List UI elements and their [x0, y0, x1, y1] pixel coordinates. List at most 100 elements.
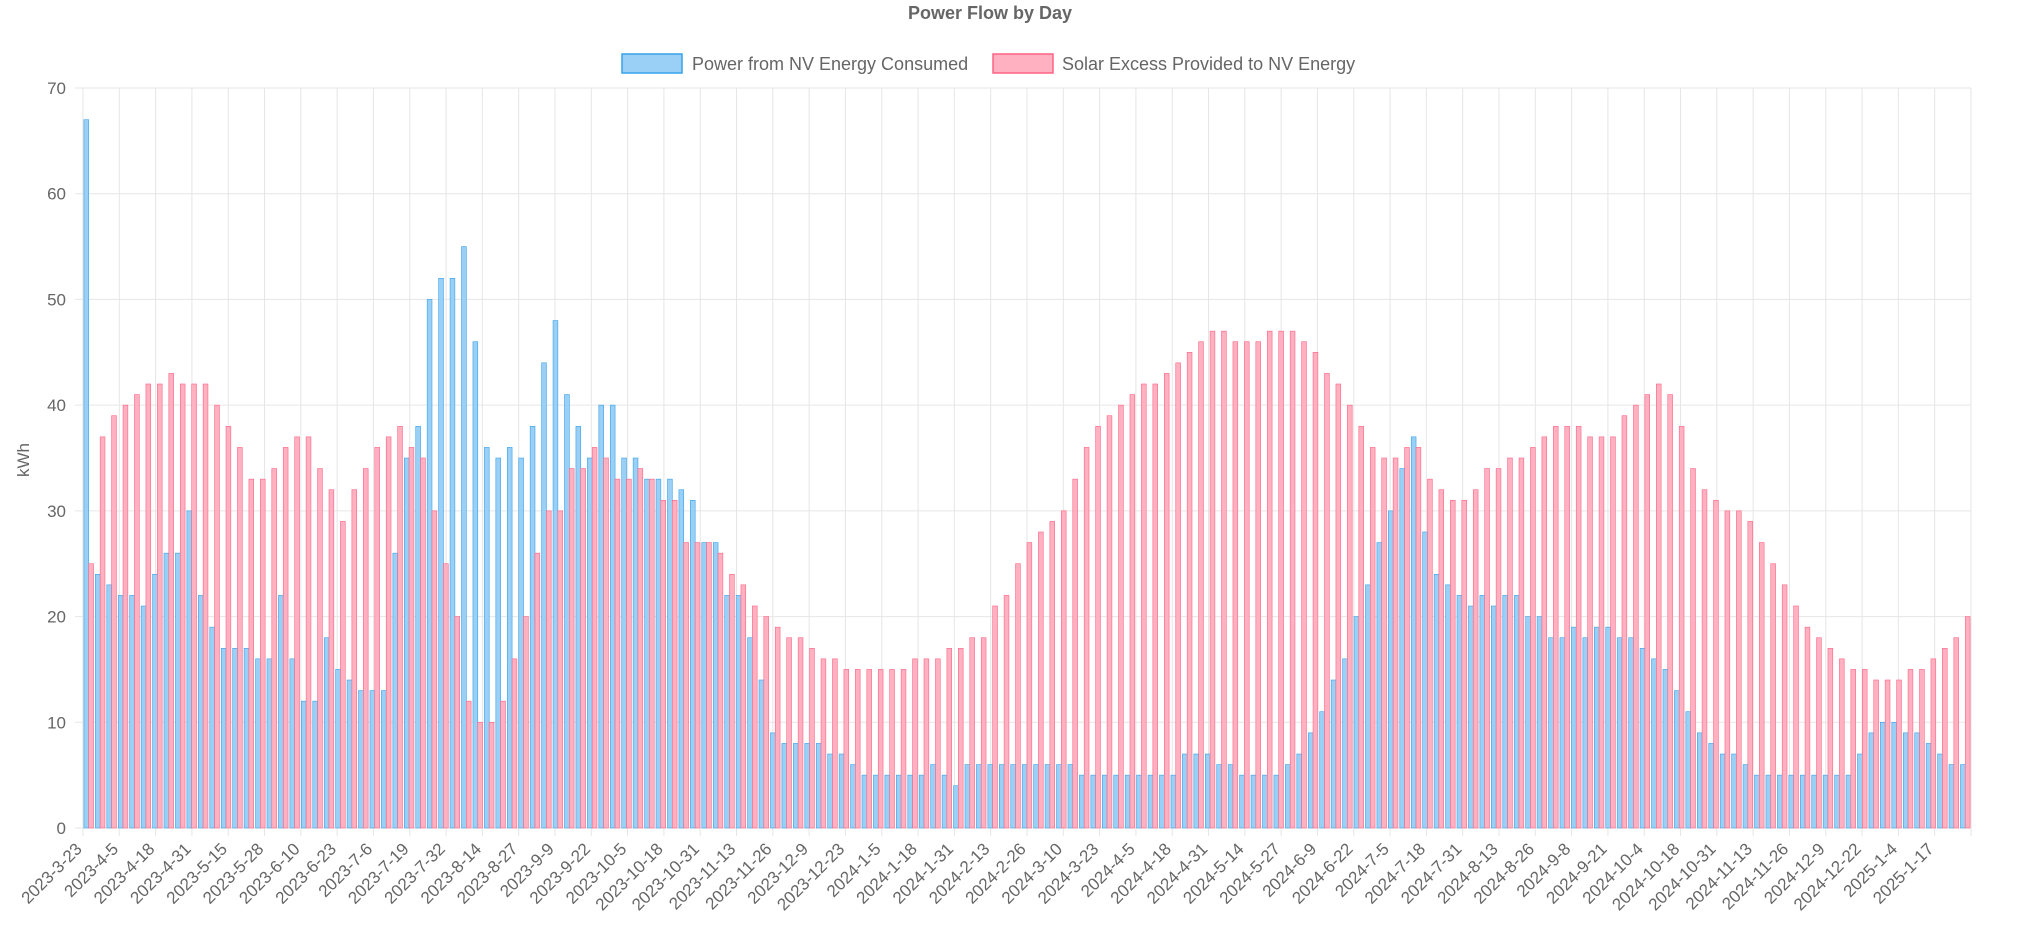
bar-consumed[interactable]: [232, 647, 238, 829]
bar-consumed[interactable]: [301, 700, 307, 829]
bar-solar-excess[interactable]: [1106, 415, 1113, 829]
bar-solar-excess[interactable]: [1942, 647, 1948, 829]
bar-solar-excess[interactable]: [1026, 542, 1033, 829]
bar-consumed[interactable]: [449, 277, 456, 829]
bar-consumed[interactable]: [667, 478, 673, 829]
bar-consumed[interactable]: [392, 552, 398, 829]
bar-solar-excess[interactable]: [740, 584, 747, 829]
bar-solar-excess[interactable]: [1598, 436, 1605, 829]
bar-consumed[interactable]: [209, 626, 215, 829]
bar-solar-excess[interactable]: [1232, 341, 1239, 829]
bar-solar-excess[interactable]: [1484, 468, 1490, 829]
bar-consumed[interactable]: [175, 552, 181, 829]
bar-solar-excess[interactable]: [1015, 563, 1021, 829]
bar-consumed[interactable]: [1136, 774, 1142, 829]
bar-solar-excess[interactable]: [157, 383, 163, 829]
bar-consumed[interactable]: [575, 425, 582, 829]
bar-consumed[interactable]: [1696, 732, 1703, 829]
bar-solar-excess[interactable]: [534, 552, 541, 829]
bar-solar-excess[interactable]: [88, 563, 94, 829]
bar-consumed[interactable]: [621, 457, 627, 829]
bar-solar-excess[interactable]: [1450, 499, 1456, 829]
bar-solar-excess[interactable]: [1358, 425, 1364, 829]
bar-solar-excess[interactable]: [1667, 394, 1673, 829]
bar-solar-excess[interactable]: [282, 447, 289, 829]
bar-consumed[interactable]: [323, 637, 330, 829]
bar-consumed[interactable]: [255, 658, 261, 829]
bar-consumed[interactable]: [163, 552, 170, 829]
bar-consumed[interactable]: [1731, 753, 1737, 829]
bar-solar-excess[interactable]: [1301, 341, 1307, 829]
bar-solar-excess[interactable]: [1919, 669, 1925, 829]
bar-solar-excess[interactable]: [1816, 637, 1822, 829]
bar-solar-excess[interactable]: [923, 658, 930, 829]
bar-consumed[interactable]: [346, 679, 353, 829]
bar-consumed[interactable]: [884, 774, 890, 829]
bar-consumed[interactable]: [1788, 774, 1794, 829]
bar-consumed[interactable]: [1113, 774, 1119, 829]
bar-solar-excess[interactable]: [946, 647, 953, 829]
bar-consumed[interactable]: [1685, 711, 1691, 829]
bar-consumed[interactable]: [1067, 764, 1074, 829]
bar-solar-excess[interactable]: [1003, 595, 1010, 829]
bar-solar-excess[interactable]: [1541, 436, 1548, 829]
bar-consumed[interactable]: [1799, 774, 1806, 829]
bar-consumed[interactable]: [1937, 753, 1943, 829]
bar-solar-excess[interactable]: [1610, 436, 1616, 829]
bar-solar-excess[interactable]: [1164, 373, 1170, 829]
bar-consumed[interactable]: [907, 774, 913, 829]
bar-consumed[interactable]: [381, 690, 387, 829]
bar-solar-excess[interactable]: [1884, 679, 1891, 829]
bar-solar-excess[interactable]: [1278, 330, 1284, 829]
bar-consumed[interactable]: [1227, 764, 1234, 829]
bar-consumed[interactable]: [827, 753, 833, 829]
bar-consumed[interactable]: [1330, 679, 1337, 829]
bar-consumed[interactable]: [1410, 436, 1417, 829]
bar-solar-excess[interactable]: [660, 499, 666, 829]
bar-consumed[interactable]: [1021, 764, 1028, 829]
bar-solar-excess[interactable]: [248, 478, 255, 829]
bar-consumed[interactable]: [896, 774, 902, 829]
bar-solar-excess[interactable]: [992, 605, 998, 829]
bar-solar-excess[interactable]: [889, 669, 895, 829]
bar-consumed[interactable]: [518, 457, 524, 829]
bar-consumed[interactable]: [1262, 774, 1268, 829]
bar-solar-excess[interactable]: [1381, 457, 1387, 829]
legend-label-1[interactable]: Power from NV Energy Consumed: [692, 54, 968, 74]
bar-solar-excess[interactable]: [1930, 658, 1937, 829]
bar-consumed[interactable]: [220, 647, 227, 829]
bar-solar-excess[interactable]: [717, 552, 724, 829]
bar-solar-excess[interactable]: [1186, 351, 1193, 829]
bar-consumed[interactable]: [1582, 637, 1588, 829]
bar-consumed[interactable]: [1925, 743, 1932, 829]
bar-solar-excess[interactable]: [1289, 330, 1296, 829]
bar-solar-excess[interactable]: [866, 669, 872, 829]
bar-solar-excess[interactable]: [557, 510, 563, 829]
bar-solar-excess[interactable]: [363, 468, 369, 829]
bar-consumed[interactable]: [1662, 669, 1669, 829]
bar-solar-excess[interactable]: [1072, 478, 1078, 829]
bar-solar-excess[interactable]: [1656, 383, 1662, 829]
bar-solar-excess[interactable]: [637, 468, 644, 829]
bar-consumed[interactable]: [426, 299, 433, 829]
bar-solar-excess[interactable]: [1427, 478, 1433, 829]
bar-solar-excess[interactable]: [1198, 341, 1204, 829]
bar-solar-excess[interactable]: [317, 468, 323, 829]
bar-solar-excess[interactable]: [1896, 679, 1902, 829]
bar-consumed[interactable]: [1674, 690, 1680, 829]
bar-consumed[interactable]: [735, 595, 742, 829]
bar-consumed[interactable]: [1891, 721, 1897, 829]
bar-consumed[interactable]: [644, 478, 650, 829]
bar-consumed[interactable]: [1857, 753, 1863, 829]
bar-consumed[interactable]: [1468, 605, 1474, 829]
bar-solar-excess[interactable]: [408, 447, 415, 829]
bar-solar-excess[interactable]: [1644, 394, 1650, 829]
bar-consumed[interactable]: [369, 690, 376, 829]
bar-solar-excess[interactable]: [431, 510, 438, 829]
bar-solar-excess[interactable]: [237, 447, 243, 829]
bar-consumed[interactable]: [678, 489, 685, 829]
bar-consumed[interactable]: [1902, 732, 1909, 829]
bar-solar-excess[interactable]: [1266, 330, 1273, 829]
bar-solar-excess[interactable]: [1827, 647, 1834, 829]
bar-consumed[interactable]: [976, 764, 982, 829]
